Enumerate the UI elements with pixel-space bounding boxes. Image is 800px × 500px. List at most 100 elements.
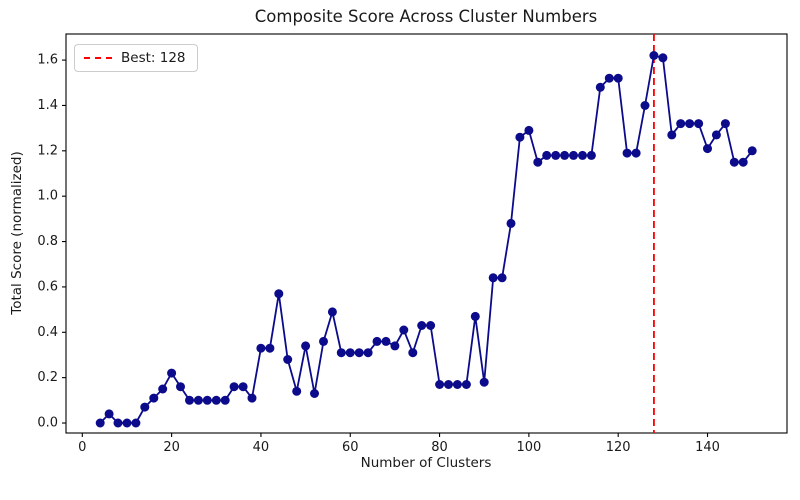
x-tick-label: 140: [695, 440, 720, 455]
data-point: [354, 348, 364, 358]
data-point: [140, 402, 150, 412]
data-point: [426, 321, 436, 330]
data-point: [399, 325, 409, 335]
data-point: [452, 380, 462, 389]
data-point: [506, 218, 516, 228]
data-point: [390, 341, 400, 351]
data-point: [461, 380, 471, 389]
data-point: [542, 150, 552, 160]
data-point: [586, 150, 596, 160]
y-axis-label: Total Score (normalized): [9, 151, 25, 315]
data-point: [149, 393, 159, 403]
data-point: [488, 273, 498, 283]
data-point: [310, 389, 319, 398]
data-point: [613, 73, 623, 83]
data-point: [158, 384, 168, 394]
x-tick-label: 100: [516, 440, 541, 455]
data-point: [676, 119, 686, 129]
data-point: [720, 119, 730, 129]
data-point: [551, 150, 561, 160]
data-point: [193, 395, 203, 405]
x-axis-label: Number of Clusters: [360, 455, 492, 471]
data-point: [113, 418, 123, 428]
data-point: [417, 321, 427, 330]
y-tick-label: 1.2: [37, 143, 58, 158]
data-point: [479, 377, 489, 387]
y-tick-label: 0.2: [37, 370, 58, 385]
data-point: [694, 119, 704, 129]
data-point: [711, 130, 721, 140]
data-point: [247, 393, 257, 403]
data-point: [578, 150, 587, 160]
data-point: [176, 382, 185, 392]
y-tick-label: 1.6: [37, 53, 58, 68]
data-point: [131, 418, 141, 428]
data-point: [256, 343, 266, 353]
x-tick-label: 0: [78, 440, 86, 455]
y-tick-label: 0.0: [37, 416, 58, 431]
data-point: [604, 73, 614, 83]
data-point: [747, 146, 757, 156]
data-point: [649, 51, 659, 60]
y-tick-label: 0.4: [37, 325, 58, 340]
data-point: [729, 157, 739, 167]
data-point: [95, 418, 105, 428]
data-point: [640, 101, 650, 110]
data-point: [104, 409, 114, 419]
data-point: [658, 53, 668, 63]
data-point: [685, 119, 695, 129]
data-point: [283, 355, 293, 364]
data-point: [444, 380, 453, 389]
x-tick-label: 120: [606, 440, 631, 455]
data-point: [622, 148, 632, 158]
best-line-legend-swatch: [84, 57, 112, 59]
y-tick-label: 0.6: [37, 279, 58, 294]
legend-label: Best: 128: [121, 50, 186, 66]
y-tick-label: 1.0: [37, 189, 58, 204]
data-point: [470, 311, 480, 321]
data-point: [202, 395, 212, 405]
data-point: [372, 336, 382, 346]
data-point: [631, 148, 641, 158]
data-point: [185, 395, 194, 405]
y-tick-label: 1.4: [37, 98, 58, 113]
data-point: [381, 336, 391, 346]
data-point: [327, 307, 337, 317]
data-point: [515, 132, 525, 142]
data-point: [167, 368, 177, 378]
data-point: [301, 341, 311, 351]
data-point: [292, 386, 302, 396]
data-point: [345, 348, 355, 358]
data-point: [363, 348, 373, 358]
data-point: [274, 289, 284, 299]
data-point: [122, 418, 132, 428]
x-tick-label: 20: [163, 440, 180, 455]
data-point: [319, 336, 328, 346]
data-point: [435, 380, 445, 389]
data-point: [560, 150, 570, 160]
data-point: [569, 150, 578, 160]
data-point: [738, 157, 748, 167]
chart-title: Composite Score Across Cluster Numbers: [254, 7, 598, 26]
plot-area: [65, 33, 788, 434]
data-point: [265, 343, 275, 353]
data-point: [533, 157, 543, 167]
data-point: [408, 348, 418, 358]
data-point: [667, 130, 677, 140]
data-point: [703, 144, 712, 154]
x-tick-label: 40: [253, 440, 270, 455]
legend[interactable]: Best: 128: [74, 44, 198, 72]
data-point: [211, 395, 221, 405]
data-point: [524, 125, 534, 135]
data-point: [595, 82, 605, 92]
data-point: [336, 348, 346, 358]
data-point: [220, 395, 230, 405]
y-tick-label: 0.8: [37, 234, 58, 249]
data-point: [238, 382, 248, 392]
data-point: [497, 273, 507, 283]
x-tick-label: 80: [431, 440, 448, 455]
x-tick-label: 60: [342, 440, 359, 455]
data-point: [229, 382, 239, 392]
